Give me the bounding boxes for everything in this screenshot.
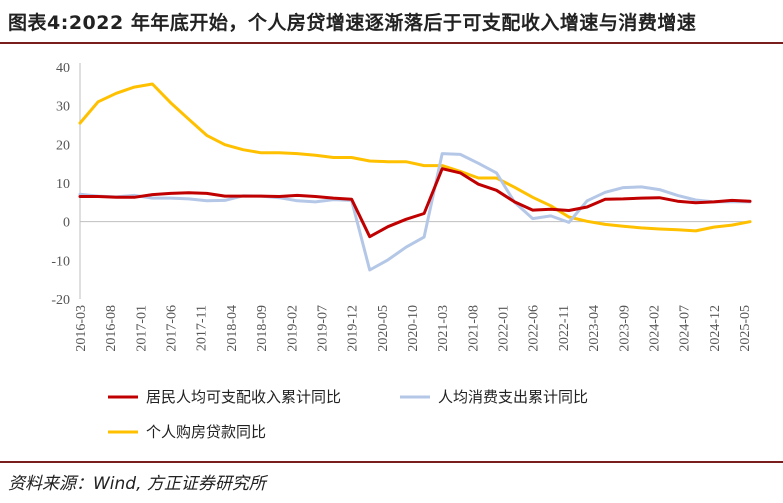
x-tick-label: 2024-07 [678, 305, 693, 352]
y-tick-label: 30 [56, 100, 70, 115]
x-tick-label: 2023-04 [587, 305, 602, 352]
x-tick-label: 2016-08 [104, 305, 119, 352]
x-tick-label: 2024-02 [647, 305, 662, 352]
x-tick-label: 2024-12 [708, 305, 723, 352]
y-tick-label: 10 [56, 177, 70, 192]
series-line-2 [78, 152, 752, 272]
series-line-1 [78, 167, 752, 239]
x-tick-label: 2021-03 [436, 305, 451, 352]
x-tick-label: 2022-11 [557, 305, 572, 351]
source-note: 资料来源：Wind, 方正证券研究所 [8, 474, 266, 494]
x-tick-label: 2017-06 [165, 305, 180, 352]
x-tick-label: 2017-01 [134, 305, 149, 352]
x-tick-label: 2019-12 [346, 305, 361, 352]
x-tick-label: 2018-09 [255, 305, 270, 352]
y-tick-label: 20 [56, 138, 70, 153]
x-tick-label: 2020-05 [376, 305, 391, 352]
x-tick-label: 2022-06 [527, 305, 542, 352]
x-tick-label: 2017-11 [195, 305, 210, 351]
x-tick-label: 2019-02 [285, 305, 300, 352]
chart-axes [79, 63, 748, 299]
header-rule [0, 42, 783, 44]
y-tick-label: -20 [51, 293, 70, 308]
y-tick-label: 0 [63, 216, 70, 231]
x-tick-label: 2022-01 [497, 305, 512, 352]
page-title: 图表4:2022 年年底开始，个人房贷增速逐渐落后于可支配收入增速与消费增速 [8, 12, 697, 34]
x-tick-label: 2019-07 [315, 305, 330, 352]
x-tick-label: 2020-10 [406, 305, 421, 352]
legend-label: 人均消费支出累计同比 [438, 388, 588, 406]
x-tick-label: 2021-08 [466, 305, 481, 352]
x-tick-label: 2018-04 [225, 305, 240, 352]
footer-rule [0, 461, 783, 463]
y-axis-tick-labels: -20 -10 0 10 20 30 40 [51, 61, 70, 308]
x-tick-label: 2025-05 [738, 305, 753, 352]
x-tick-label: 2023-09 [617, 305, 632, 352]
y-tick-label: -10 [51, 254, 70, 269]
series-line-3 [78, 82, 752, 233]
legend-label: 个人购房贷款同比 [146, 423, 266, 441]
x-axis-tick-labels: 2016-03 2016-08 2017-01 2017-06 2017-11 2018-… [74, 305, 753, 352]
chart-series-lines [78, 82, 752, 272]
y-tick-label: 40 [56, 61, 70, 76]
legend-label: 居民人均可支配收入累计同比 [146, 388, 341, 406]
x-tick-label: 2016-03 [74, 305, 89, 352]
